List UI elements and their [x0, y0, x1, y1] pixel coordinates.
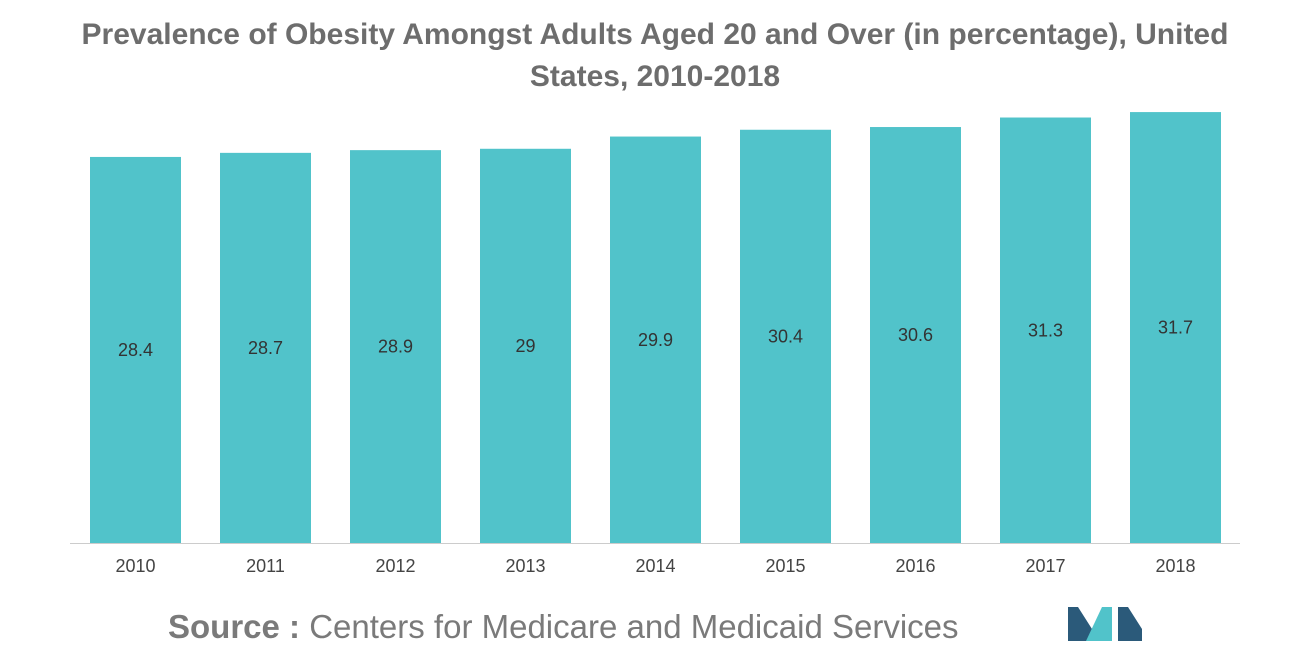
chart-title: Prevalence of Obesity Amongst Adults Age… — [0, 14, 1310, 98]
x-tick-label-2010: 2010 — [115, 556, 155, 576]
chart-title-line-1: Prevalence of Obesity Amongst Adults Age… — [81, 18, 1229, 51]
x-tick-label-2018: 2018 — [1155, 556, 1195, 576]
bar-2013 — [480, 148, 571, 543]
x-tick-label-2011: 2011 — [246, 556, 285, 576]
bar-2018 — [1130, 112, 1221, 543]
data-label-2013: 29 — [515, 336, 535, 356]
x-tick-label-2017: 2017 — [1025, 556, 1065, 576]
logo-mid-stroke — [1086, 607, 1112, 641]
x-tick-label-2012: 2012 — [375, 556, 415, 576]
x-tick-label-2014: 2014 — [635, 556, 675, 576]
data-label-2016: 30.6 — [898, 325, 933, 345]
bar-2017 — [1000, 117, 1091, 543]
x-tick-label-2015: 2015 — [765, 556, 805, 576]
x-tick-label-2013: 2013 — [505, 556, 545, 576]
bar-2012 — [350, 150, 441, 543]
data-label-2017: 31.3 — [1028, 320, 1063, 340]
data-label-2015: 30.4 — [768, 326, 803, 346]
data-label-2010: 28.4 — [118, 340, 153, 360]
source-label: Source : — [168, 608, 301, 645]
data-label-2011: 28.7 — [248, 338, 283, 358]
source-text: Centers for Medicare and Medicaid Servic… — [309, 608, 959, 645]
mordor-logo-icon — [1068, 607, 1142, 641]
bar-2014 — [610, 136, 701, 543]
data-label-2018: 31.7 — [1158, 318, 1193, 338]
logo-right-stroke — [1118, 607, 1142, 641]
bar-2011 — [220, 152, 311, 543]
bar-2010 — [90, 156, 181, 543]
chart-title-line-2: States, 2010-2018 — [529, 60, 781, 93]
bar-2015 — [740, 129, 831, 543]
data-label-2014: 29.9 — [638, 330, 673, 350]
x-tick-label-2016: 2016 — [895, 556, 935, 576]
logo-left-stroke — [1068, 607, 1092, 641]
data-label-2012: 28.9 — [378, 337, 413, 357]
source-note: Source : Centers for Medicare and Medica… — [168, 605, 959, 649]
bar-2016 — [870, 127, 961, 543]
